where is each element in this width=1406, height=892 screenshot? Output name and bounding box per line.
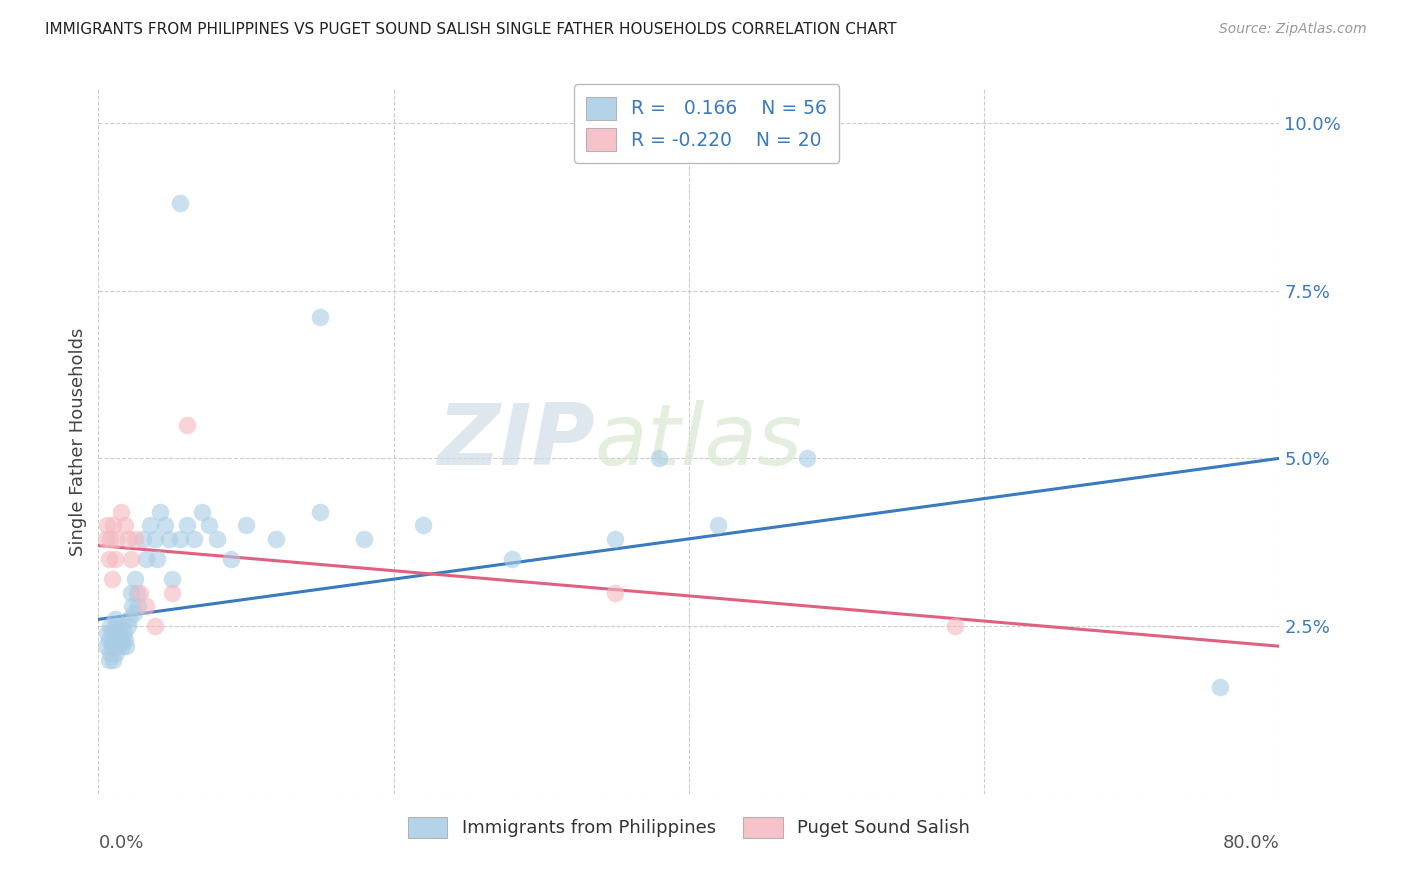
Point <box>105 532 128 546</box>
Point <box>149 505 172 519</box>
Point <box>110 505 132 519</box>
Point <box>120 585 142 599</box>
Point <box>103 518 125 533</box>
Point <box>707 518 730 533</box>
Point <box>132 532 155 546</box>
Point <box>191 505 214 519</box>
Point <box>104 552 127 566</box>
Point <box>605 532 627 546</box>
Point <box>412 518 434 533</box>
Point <box>103 653 125 667</box>
Text: ZIP: ZIP <box>437 400 595 483</box>
Point <box>943 619 966 633</box>
Point <box>162 585 183 599</box>
Point <box>96 625 118 640</box>
Point <box>103 632 125 647</box>
Point <box>176 518 198 533</box>
Text: Source: ZipAtlas.com: Source: ZipAtlas.com <box>1219 22 1367 37</box>
Point <box>94 639 117 653</box>
Point <box>125 585 148 599</box>
Text: 80.0%: 80.0% <box>1223 834 1279 852</box>
Point <box>97 632 120 647</box>
Point <box>100 572 122 586</box>
Point <box>264 532 287 546</box>
Point <box>108 625 131 640</box>
Point <box>135 552 157 566</box>
Point <box>796 451 818 466</box>
Point <box>157 532 180 546</box>
Point <box>117 619 139 633</box>
Point <box>309 310 332 325</box>
Point <box>183 532 205 546</box>
Point <box>118 612 141 626</box>
Point <box>176 417 198 432</box>
Point <box>114 518 136 533</box>
Point <box>128 585 150 599</box>
Point <box>104 612 127 626</box>
Text: IMMIGRANTS FROM PHILIPPINES VS PUGET SOUND SALISH SINGLE FATHER HOUSEHOLDS CORRE: IMMIGRANTS FROM PHILIPPINES VS PUGET SOU… <box>45 22 897 37</box>
Point <box>114 632 136 647</box>
Point <box>135 599 157 613</box>
Point <box>97 653 120 667</box>
Point <box>169 532 191 546</box>
Point <box>205 532 228 546</box>
Point <box>115 639 138 653</box>
Y-axis label: Single Father Households: Single Father Households <box>69 327 87 556</box>
Legend: Immigrants from Philippines, Puget Sound Salish: Immigrants from Philippines, Puget Sound… <box>401 809 977 845</box>
Point <box>153 518 176 533</box>
Point <box>309 505 332 519</box>
Point <box>98 646 121 660</box>
Point <box>94 532 117 546</box>
Point <box>605 585 627 599</box>
Text: atlas: atlas <box>595 400 803 483</box>
Point <box>105 646 128 660</box>
Point <box>121 599 143 613</box>
Text: 0.0%: 0.0% <box>98 834 143 852</box>
Point <box>100 639 122 653</box>
Point <box>127 599 149 613</box>
Point <box>235 518 257 533</box>
Point <box>104 625 127 640</box>
Point <box>111 639 134 653</box>
Point <box>110 632 132 647</box>
Point <box>648 451 671 466</box>
Point <box>100 625 122 640</box>
Point <box>1209 680 1232 694</box>
Point <box>107 639 129 653</box>
Point <box>98 619 121 633</box>
Point <box>501 552 523 566</box>
Point <box>96 518 118 533</box>
Point <box>124 572 146 586</box>
Point <box>97 552 120 566</box>
Point <box>124 532 146 546</box>
Point <box>139 518 162 533</box>
Point <box>353 532 375 546</box>
Point <box>112 625 135 640</box>
Point <box>122 606 145 620</box>
Point <box>117 532 139 546</box>
Point <box>146 552 169 566</box>
Point <box>105 619 128 633</box>
Point <box>120 552 142 566</box>
Point <box>111 619 134 633</box>
Point <box>221 552 243 566</box>
Point <box>162 572 183 586</box>
Point <box>98 532 121 546</box>
Point <box>169 196 191 211</box>
Point <box>198 518 221 533</box>
Point <box>143 532 166 546</box>
Point <box>143 619 166 633</box>
